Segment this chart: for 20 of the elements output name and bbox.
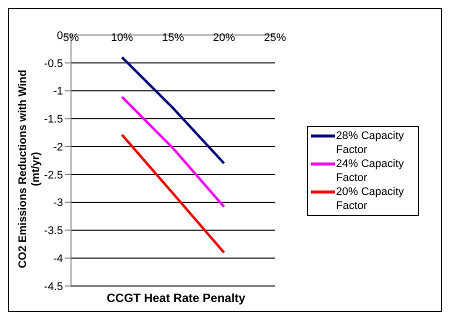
legend-label: 28% Capacity Factor (336, 129, 405, 157)
y-tick-label: -4 (53, 253, 63, 266)
x-axis-title: CCGT Heat Rate Penalty (106, 291, 246, 305)
y-tick-label: -3.5 (44, 225, 63, 238)
y-tick-label: -2.5 (44, 169, 63, 182)
y-tick-label: 0 (56, 30, 63, 42)
y-tick-label: -4.5 (44, 280, 63, 293)
x-tick-label: 10% (110, 32, 134, 44)
x-tick-label: 15% (162, 32, 184, 44)
y-tick-label: -1 (53, 86, 63, 98)
legend-label: 24% Capacity Factor (336, 157, 405, 185)
y-tick-label: -0.5 (44, 58, 63, 70)
y-axis-title: CO2 Emissions Reductions with Wind (mt/yr) (17, 69, 43, 269)
legend-label: 20% Capacity Factor (336, 185, 405, 213)
y-tick-label: -2 (53, 141, 63, 154)
x-tick-label: 20% (212, 32, 236, 44)
x-tick-label: 25% (264, 32, 286, 44)
y-tick-label: -3 (53, 197, 63, 210)
y-tick-label: -1.5 (44, 114, 63, 126)
x-tick-label: 5% (63, 32, 80, 44)
